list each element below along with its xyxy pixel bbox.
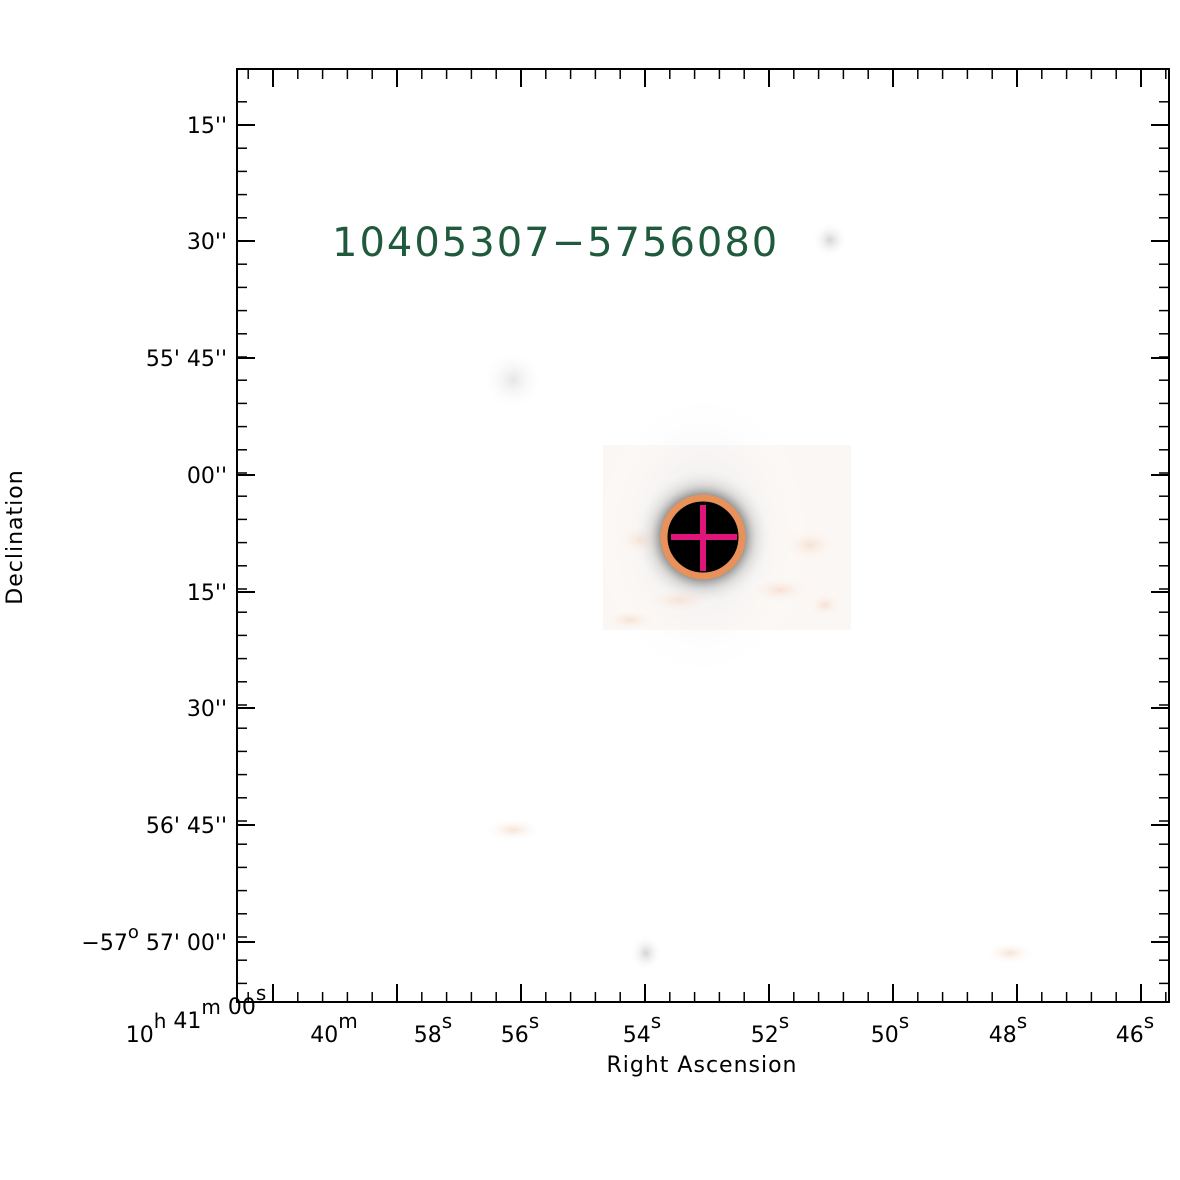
plot-frame (236, 68, 1170, 1003)
noise-blob (805, 591, 845, 619)
dec-tick-label: 30'' (187, 230, 227, 255)
faint-source (630, 935, 662, 971)
declination-tick-labels: 15'' 30'' 55' 45'' 00'' 15'' 30'' 56' 45'' −57o… (81, 114, 227, 956)
faint-source (483, 350, 543, 410)
ra-tick-label: 56s (501, 1009, 539, 1048)
dec-tick-label: −57o 57' 00'' (81, 922, 227, 956)
ra-tick-label: 58s (414, 1009, 452, 1048)
dec-tick-label: 15'' (187, 581, 227, 606)
minor-ticks (237, 69, 1169, 1002)
image-background (483, 222, 1035, 971)
target-label: 10405307−5756080 (332, 220, 779, 266)
ra-tick-label: 52s (751, 1009, 789, 1048)
dec-tick-label: 55' 45'' (146, 347, 227, 372)
noise-blob (600, 608, 660, 632)
y-axis-title: Declination (3, 469, 28, 604)
major-ticks (237, 69, 1169, 1002)
faint-source (483, 818, 543, 842)
ra-tick-label: 10h 41m 00s (126, 981, 267, 1048)
ra-tick-label: 40m (310, 1009, 357, 1048)
faint-source (985, 941, 1035, 965)
noise-blob (745, 575, 815, 605)
ra-tick-label: 46s (1116, 1009, 1154, 1048)
dec-tick-label: 30'' (187, 697, 227, 722)
noise-blob (780, 527, 840, 563)
faint-source (812, 222, 848, 258)
x-axis-title: Right Ascension (607, 1053, 798, 1078)
dec-tick-label: 56' 45'' (146, 814, 227, 839)
target-marker (660, 494, 746, 580)
dec-tick-label: 15'' (187, 114, 227, 139)
ra-tick-label: 48s (989, 1009, 1027, 1048)
right-ascension-tick-labels: 10h 41m 00s 40m 58s 56s 54s 52s 50s 48s 46s (126, 981, 1155, 1048)
dec-tick-label: 00'' (187, 464, 227, 489)
ra-tick-label: 50s (871, 1009, 909, 1048)
ra-tick-label: 54s (623, 1009, 661, 1048)
